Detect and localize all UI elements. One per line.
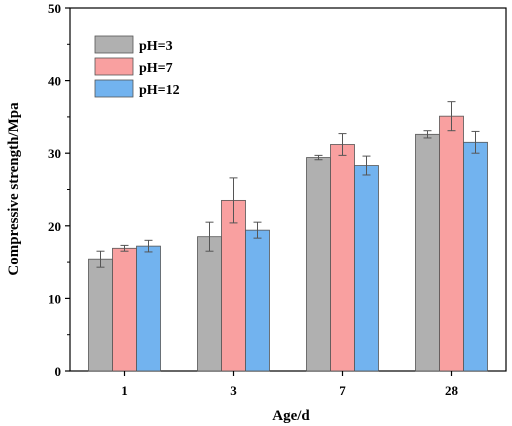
bar [330, 144, 355, 372]
bar [463, 141, 488, 372]
bar [197, 236, 222, 372]
legend-label: pH=3 [139, 39, 173, 54]
y-tick-label: 30 [48, 146, 61, 161]
y-tick-label: 10 [48, 291, 61, 306]
bar [439, 115, 464, 372]
x-tick-label: 1 [121, 383, 128, 398]
axes-group: 0 10 20 30 40 50 1 3 7 28 [48, 1, 459, 398]
bar [306, 157, 331, 372]
x-tick-label: 3 [230, 383, 237, 398]
legend-swatch [94, 35, 134, 54]
y-tick-label: 0 [55, 364, 62, 379]
bar [245, 229, 270, 372]
y-axis-title: Compressive strength/Mpa [6, 102, 22, 276]
bar [88, 258, 113, 372]
x-tick-label: 28 [445, 383, 459, 398]
y-tick-label: 20 [48, 219, 61, 234]
bar [354, 165, 379, 372]
bar [221, 199, 246, 372]
legend: pH=3 pH=7 pH=12 [94, 35, 180, 98]
legend-label: pH=12 [139, 83, 180, 98]
y-tick-label: 40 [48, 74, 61, 89]
y-tick-label: 50 [48, 1, 61, 16]
legend-swatch [94, 57, 134, 76]
bar [415, 133, 440, 372]
bar [112, 247, 137, 372]
legend-label: pH=7 [139, 61, 173, 76]
x-tick-label: 7 [339, 383, 346, 398]
x-axis-title: Age/d [272, 408, 310, 424]
bar [136, 245, 161, 372]
legend-swatch [94, 79, 134, 98]
error-bars-group [96, 101, 480, 268]
